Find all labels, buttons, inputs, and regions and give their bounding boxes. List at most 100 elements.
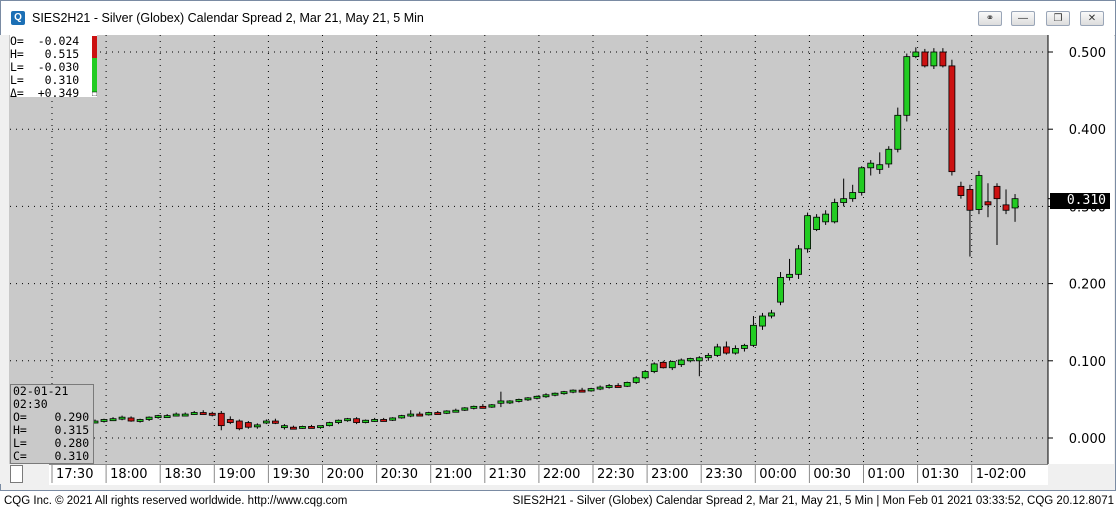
- copyright-text: CQG Inc. © 2021 All rights reserved worl…: [4, 495, 348, 507]
- link-icon[interactable]: ⚭: [978, 11, 1002, 26]
- x-tick-label: 21:30: [489, 467, 526, 482]
- ohlc-change: Δ= +0.349: [10, 86, 80, 100]
- x-tick-label: 00:30: [813, 467, 850, 482]
- x-tick-label: 18:30: [164, 467, 201, 482]
- candle-body: [632, 377, 640, 383]
- x-tick-label: 20:00: [327, 467, 364, 482]
- ohlc-high: H= 0.515: [10, 47, 80, 61]
- candle-body: [136, 419, 144, 422]
- x-tick-label: 19:00: [218, 467, 255, 482]
- candle-body: [299, 426, 306, 429]
- x-tick-label: 18:00: [110, 467, 147, 482]
- candle-body: [966, 189, 974, 211]
- x-tick-label: 00:00: [759, 467, 796, 482]
- candle-body: [569, 389, 577, 393]
- candle-body: [596, 386, 604, 390]
- candle-body: [894, 114, 902, 150]
- candle-body: [524, 397, 532, 401]
- cursor-time: 02:30: [13, 397, 48, 411]
- candle-body: [488, 404, 496, 408]
- candle-body: [217, 412, 225, 427]
- candle-body: [353, 418, 360, 423]
- candle-body: [939, 51, 947, 67]
- plot-area[interactable]: [9, 35, 1048, 464]
- candle-body: [858, 167, 866, 193]
- candle-body: [786, 273, 793, 278]
- candle-body: [732, 348, 739, 354]
- x-tick-label: 1-02:00: [976, 467, 1026, 482]
- x-tick-label: 22:30: [597, 467, 634, 482]
- candle-body: [903, 56, 911, 116]
- candle-body: [407, 413, 415, 417]
- candle-body: [921, 51, 929, 67]
- candle-body: [695, 357, 703, 362]
- candle-body: [253, 424, 261, 428]
- y-tick-label: 0.400: [1069, 123, 1106, 138]
- close-button[interactable]: ✕: [1080, 11, 1104, 26]
- x-tick-label: 17:30: [56, 467, 93, 482]
- candle-body: [930, 51, 938, 67]
- y-tick-label: 0.200: [1069, 278, 1106, 293]
- x-tick-label: 01:30: [922, 467, 959, 482]
- candle-body: [867, 162, 875, 169]
- candle-body: [723, 346, 730, 354]
- cursor-close: C= 0.310: [13, 449, 90, 463]
- candle-body: [326, 422, 333, 427]
- app-icon[interactable]: Q: [11, 11, 25, 25]
- ohlc-summary-box: O= -0.024 H= 0.515 L= -0.030 L= 0.310 Δ=…: [10, 34, 97, 100]
- cursor-data-box: 02-01-21 02:30 O= 0.290 H= 0.315 L= 0.28…: [10, 384, 94, 464]
- candle-body: [542, 394, 550, 398]
- candle-body: [208, 412, 216, 416]
- restore-button[interactable]: ❐: [1046, 11, 1070, 26]
- candle-body: [389, 417, 397, 421]
- candle-body: [885, 148, 893, 165]
- window-title: SIES2H21 - Silver (Globex) Calendar Spre…: [32, 11, 424, 25]
- candle-body: [479, 405, 487, 409]
- candle-body: [822, 213, 830, 223]
- candle-body: [957, 185, 965, 196]
- candle-body: [398, 415, 406, 419]
- candle-body: [172, 413, 180, 417]
- time-axis[interactable]: [49, 464, 1048, 485]
- y-tick-label: 0.100: [1069, 355, 1106, 370]
- ohlc-open: O= -0.024: [10, 34, 80, 48]
- candle-body: [461, 407, 469, 411]
- candle-body: [659, 361, 667, 369]
- candle-body: [840, 198, 848, 203]
- candle-body: [344, 418, 351, 422]
- candle-body: [497, 400, 505, 404]
- candle-body: [317, 425, 324, 429]
- x-tick-label: 23:30: [705, 467, 742, 482]
- x-tick-label: 21:00: [435, 467, 472, 482]
- candle-body: [308, 426, 315, 429]
- candle-body: [1011, 198, 1019, 209]
- candle-body: [750, 324, 757, 346]
- candle-body: [452, 409, 460, 413]
- candle-body: [668, 361, 676, 369]
- candle-body: [118, 416, 126, 420]
- candle-body: [704, 354, 712, 359]
- candle-body: [741, 344, 748, 349]
- candle-body: [605, 385, 613, 388]
- candle-body: [434, 412, 442, 415]
- candle-body: [380, 419, 388, 422]
- candle-body: [100, 419, 108, 422]
- price-axis[interactable]: [1048, 35, 1114, 464]
- scroll-handle[interactable]: [10, 465, 23, 483]
- candle-body: [181, 413, 189, 417]
- candle-body: [993, 185, 1001, 200]
- candle-body: [163, 415, 171, 419]
- candle-body: [686, 358, 694, 362]
- x-tick-label: 22:00: [543, 467, 580, 482]
- title-bar[interactable]: Q SIES2H21 - Silver (Globex) Calendar Sp…: [1, 1, 1115, 36]
- candle-body: [804, 215, 811, 250]
- candle-body: [975, 175, 983, 210]
- candle-body: [416, 413, 424, 417]
- candle-body: [145, 416, 153, 420]
- candle-body: [578, 389, 586, 393]
- candle-body: [109, 418, 117, 422]
- candle-body: [335, 419, 342, 423]
- minimize-button[interactable]: —: [1011, 11, 1035, 26]
- left-strip: [0, 35, 9, 484]
- x-tick-label: 01:00: [868, 467, 905, 482]
